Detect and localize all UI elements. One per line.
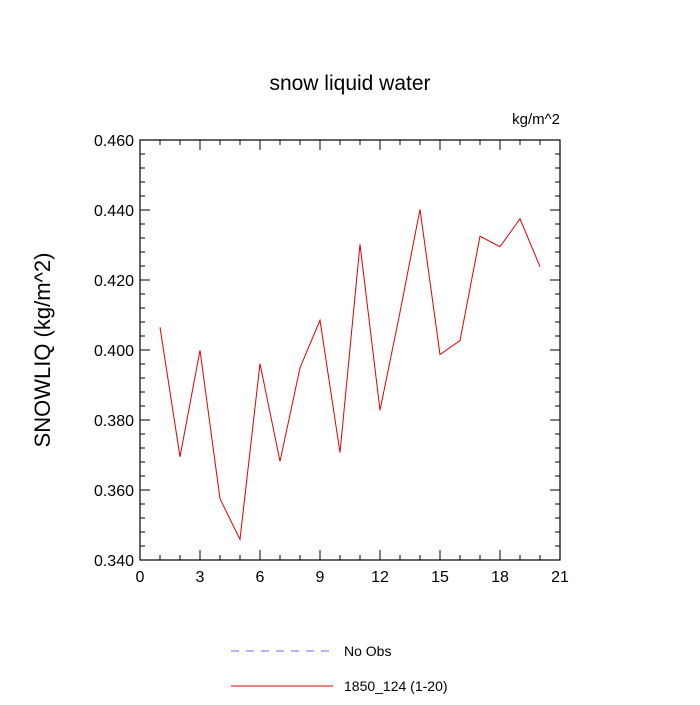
- y-tick-label: 0.420: [94, 273, 134, 290]
- y-tick-label: 0.360: [94, 483, 134, 500]
- x-tick-label: 12: [371, 569, 389, 586]
- y-tick-label: 0.380: [94, 413, 134, 430]
- plot-area: [159, 209, 541, 542]
- x-tick-label: 0: [136, 569, 145, 586]
- x-tick-label: 21: [551, 569, 569, 586]
- y-tick-label: 0.340: [94, 553, 134, 570]
- axis-ticks: 0 3 6 9 12 15 18 21 0.340 0.360 0.380 0.400 0.420 0.4…: [94, 133, 569, 586]
- plot-frame: [139, 139, 561, 561]
- chart-title: snow liquid water: [269, 72, 430, 95]
- x-tick-label: 6: [256, 569, 265, 586]
- y-tick-label: 0.440: [94, 203, 134, 220]
- x-tick-label: 3: [196, 569, 205, 586]
- legend: No Obs 1850_124 (1-20): [231, 643, 448, 694]
- x-tick-label: 15: [431, 569, 449, 586]
- series-line-1: [159, 209, 541, 542]
- x-tick-label: 9: [316, 569, 325, 586]
- legend-label: 1850_124 (1-20): [344, 678, 448, 694]
- y-tick-label: 0.460: [94, 133, 134, 150]
- x-tick-label: 18: [491, 569, 509, 586]
- y-axis-label: SNOWLIQ (kg/m^2): [30, 253, 55, 448]
- units-label: kg/m^2: [512, 111, 560, 128]
- legend-label: No Obs: [344, 643, 391, 659]
- y-tick-label: 0.400: [94, 343, 134, 360]
